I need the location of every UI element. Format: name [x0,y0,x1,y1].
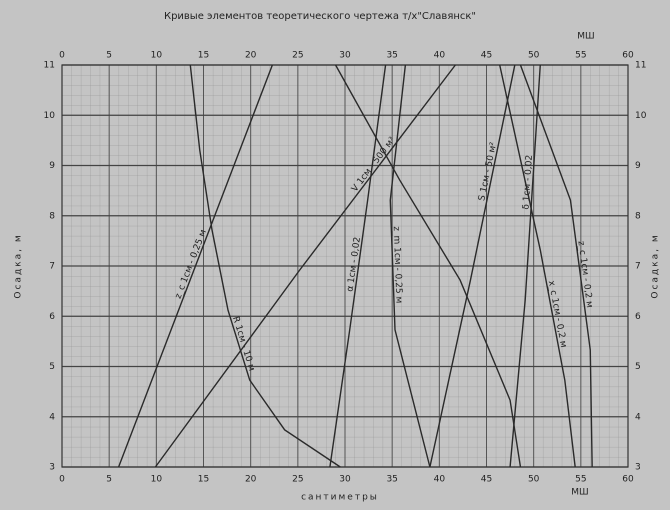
curve [389,64,431,468]
x2-axis-label: МШ [577,32,594,42]
x2-tick-label: 45 [481,51,492,61]
x2-tick-label: 5 [106,51,112,61]
plot-frame [61,64,629,468]
y2-tick-label: 7 [635,262,641,272]
x2-tick-label: 50 [528,51,540,61]
x2-tick-label: 20 [245,51,257,61]
y-tick-label: 6 [49,312,55,322]
x2-tick-label: 60 [622,51,634,61]
y-tick-label: 10 [44,111,56,121]
y-tick-label: 9 [49,161,55,171]
curve [519,64,593,468]
x2-tick-label: 55 [575,51,586,61]
y-tick-label: 8 [49,211,55,221]
curve-label: z_m 1см - 0,25 м [391,226,404,303]
x2-tick-label: 0 [59,51,65,61]
y2-tick-label: 10 [635,111,647,121]
curve [154,64,456,468]
x-tick-label: 30 [339,475,351,485]
x-tick-label: 15 [198,475,209,485]
y-tick-label: 4 [49,412,55,422]
y2-tick-label: 6 [635,312,641,322]
y2-tick-label: 9 [635,161,641,171]
x-tick-label: 35 [386,475,397,485]
x-tick-label: 50 [528,475,540,485]
x2-axis-label-bottom: МШ [571,488,588,498]
x-tick-label: 60 [622,475,634,485]
y-axis-label: Осадка, м [14,233,24,298]
y2-tick-label: 5 [635,362,641,372]
y-tick-label: 5 [49,362,55,372]
curve [329,64,387,468]
curve [189,64,341,468]
y-axis-label-right: Осадка, м [651,233,661,298]
curve [509,64,541,468]
x-tick-label: 5 [106,475,112,485]
y-tick-label: 11 [44,61,55,71]
x-tick-label: 40 [434,475,446,485]
y2-tick-label: 8 [635,211,641,221]
x2-tick-label: 40 [434,51,446,61]
x-tick-label: 0 [59,475,65,485]
curve-label: δ 1см - 0,02 [521,155,534,210]
curve [117,64,274,468]
y2-tick-label: 11 [635,61,646,71]
x-tick-label: 10 [151,475,163,485]
y-tick-label: 3 [49,463,55,473]
curve [499,64,576,468]
x2-tick-label: 30 [339,51,351,61]
x-tick-label: 55 [575,475,586,485]
x2-tick-label: 10 [151,51,163,61]
x2-tick-label: 25 [292,51,303,61]
curve [429,64,516,468]
x-tick-label: 20 [245,475,257,485]
x-tick-label: 45 [481,475,492,485]
x-tick-label: 25 [292,475,303,485]
y2-tick-label: 3 [635,463,641,473]
y-tick-label: 7 [49,262,55,272]
chart-title: Кривые элементов теоретического чертежа … [164,11,476,22]
x-axis-label: сантиметры [301,493,379,503]
x2-tick-label: 15 [198,51,209,61]
x2-tick-label: 35 [386,51,397,61]
y2-tick-label: 4 [635,412,641,422]
